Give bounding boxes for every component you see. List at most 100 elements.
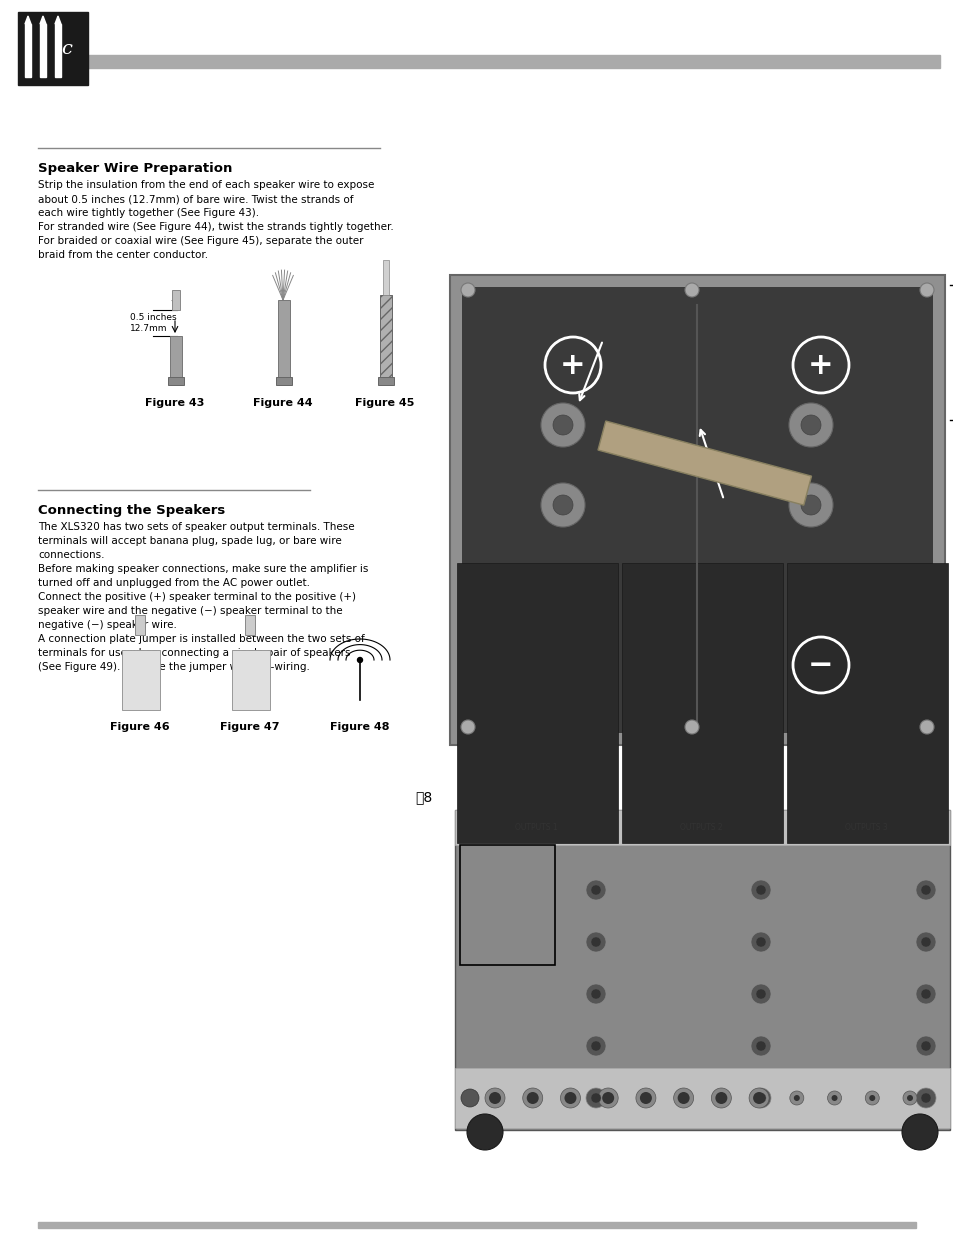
Circle shape [564, 1092, 576, 1104]
Circle shape [590, 1093, 600, 1103]
Text: braid from the center conductor.: braid from the center conductor. [38, 249, 208, 261]
Circle shape [920, 1093, 930, 1103]
Circle shape [901, 1114, 937, 1150]
Text: The XLS320 has two sets of speaker output terminals. These: The XLS320 has two sets of speaker outpu… [38, 522, 355, 532]
Circle shape [788, 403, 832, 447]
Circle shape [919, 283, 933, 296]
Text: Strip the insulation from the end of each speaker wire to expose: Strip the insulation from the end of eac… [38, 180, 374, 190]
Bar [122, 650, 160, 710]
Circle shape [540, 483, 584, 527]
Circle shape [919, 720, 933, 734]
Circle shape [915, 932, 935, 952]
Text: Figure 47: Figure 47 [220, 722, 279, 732]
Circle shape [590, 1041, 600, 1051]
Circle shape [526, 1092, 538, 1104]
Bar [450, 275, 944, 745]
Circle shape [750, 1036, 770, 1056]
Circle shape [915, 984, 935, 1004]
Circle shape [748, 1088, 768, 1108]
Polygon shape [55, 16, 61, 23]
Polygon shape [25, 16, 30, 23]
Circle shape [864, 1091, 879, 1105]
Circle shape [639, 1092, 651, 1104]
Bar [18, 12, 88, 85]
Circle shape [750, 881, 770, 900]
Bar [38, 1221, 915, 1228]
Circle shape [801, 415, 821, 435]
Bar [621, 563, 782, 844]
Circle shape [460, 283, 475, 296]
Circle shape [755, 1093, 765, 1103]
Bar [382, 261, 389, 295]
Circle shape [601, 1092, 614, 1104]
Circle shape [684, 720, 699, 734]
Circle shape [590, 937, 600, 947]
Bar [598, 421, 811, 505]
Circle shape [755, 1041, 765, 1051]
Bar [245, 615, 254, 635]
Text: c: c [62, 40, 72, 58]
Circle shape [750, 932, 770, 952]
Circle shape [915, 1036, 935, 1056]
Circle shape [585, 932, 605, 952]
Bar [135, 615, 145, 635]
Bar [170, 336, 182, 385]
Circle shape [460, 720, 475, 734]
Text: OUTPUTS 2: OUTPUTS 2 [679, 824, 721, 832]
Circle shape [920, 885, 930, 895]
Circle shape [585, 984, 605, 1004]
Circle shape [715, 1092, 726, 1104]
Circle shape [684, 283, 699, 296]
Circle shape [553, 415, 573, 435]
Circle shape [590, 989, 600, 999]
Text: Figure 45: Figure 45 [355, 398, 415, 408]
Circle shape [460, 1089, 478, 1107]
Text: (See Figure 49). Remove the jumper when bi-wiring.: (See Figure 49). Remove the jumper when … [38, 662, 310, 672]
Text: Speaker Wire Preparation: Speaker Wire Preparation [38, 162, 233, 175]
Bar [75, 56, 939, 68]
Text: A connection plate jumper is installed between the two sets of: A connection plate jumper is installed b… [38, 634, 364, 643]
Bar [232, 650, 270, 710]
Circle shape [831, 1095, 837, 1100]
Bar [377, 377, 394, 385]
Circle shape [788, 483, 832, 527]
Circle shape [868, 1095, 874, 1100]
Bar [379, 295, 392, 385]
Text: Connect the positive (+) speaker terminal to the positive (+): Connect the positive (+) speaker termina… [38, 592, 355, 601]
Text: Before making speaker connections, make sure the amplifier is: Before making speaker connections, make … [38, 564, 368, 574]
Circle shape [801, 495, 821, 515]
Text: speaker wire and the negative (−) speaker terminal to the: speaker wire and the negative (−) speake… [38, 606, 342, 616]
Text: turned off and unplugged from the AC power outlet.: turned off and unplugged from the AC pow… [38, 578, 310, 588]
Circle shape [673, 1088, 693, 1108]
Circle shape [553, 495, 573, 515]
Text: Figure 43: Figure 43 [145, 398, 205, 408]
Bar [455, 810, 949, 1130]
Bar [461, 287, 932, 734]
Bar [275, 377, 292, 385]
Text: negative (−) speaker wire.: negative (−) speaker wire. [38, 620, 176, 630]
Circle shape [793, 1095, 799, 1100]
Circle shape [915, 881, 935, 900]
Text: For braided or coaxial wire (See Figure 45), separate the outer: For braided or coaxial wire (See Figure … [38, 236, 363, 246]
Bar [168, 377, 184, 385]
Circle shape [920, 937, 930, 947]
Text: terminals will accept banana plug, spade lug, or bare wire: terminals will accept banana plug, spade… [38, 536, 341, 546]
Text: 0.5 inches
12.7mm: 0.5 inches 12.7mm [130, 314, 176, 332]
Circle shape [752, 1092, 764, 1104]
Circle shape [467, 1114, 502, 1150]
Bar [25, 23, 30, 77]
Circle shape [755, 937, 765, 947]
Circle shape [920, 1041, 930, 1051]
Circle shape [585, 1088, 605, 1108]
Circle shape [750, 984, 770, 1004]
Text: +: + [559, 351, 585, 379]
Bar [455, 1068, 949, 1128]
Circle shape [590, 885, 600, 895]
Text: −: − [807, 651, 833, 679]
Text: Figure 48: Figure 48 [330, 722, 390, 732]
Text: OUTPUTS 1: OUTPUTS 1 [515, 824, 557, 832]
Text: ΢8: ΢8 [415, 790, 432, 804]
Bar [456, 563, 618, 844]
Circle shape [585, 881, 605, 900]
Circle shape [915, 1088, 935, 1108]
